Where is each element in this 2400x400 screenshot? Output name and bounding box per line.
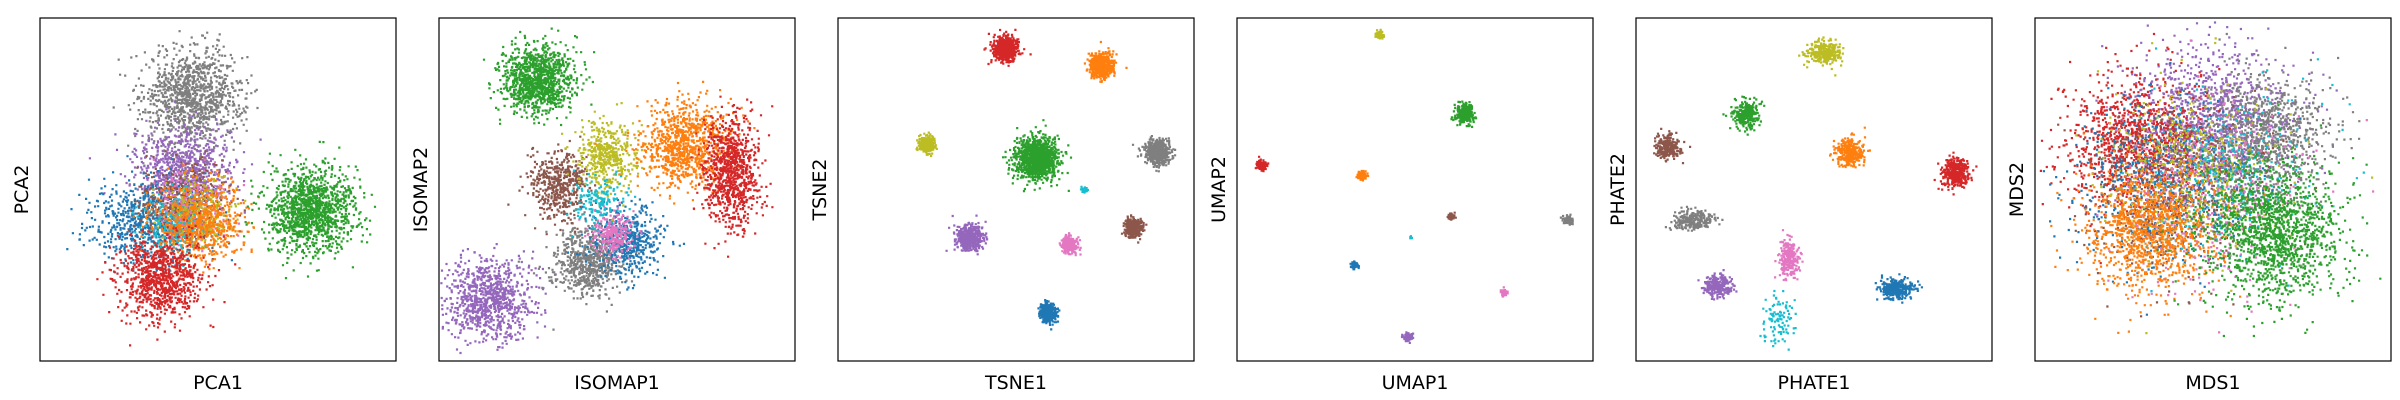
axes-frame-mds — [2034, 17, 2392, 362]
cluster-points-8 — [1697, 269, 1738, 301]
scatter-points-umap — [1254, 28, 1574, 344]
cluster-points-1 — [1374, 28, 1385, 40]
cluster-points-7 — [945, 214, 989, 256]
cluster-points-8 — [1349, 260, 1360, 271]
cluster-points-5 — [1446, 211, 1457, 221]
cluster-points-5 — [578, 201, 643, 263]
cluster-points-9 — [1120, 214, 1148, 244]
cluster-points-9 — [1874, 273, 1923, 304]
scatter-panel-umap: UMAP1 UMAP2 — [1208, 17, 1594, 394]
axes-frame-tsne — [837, 17, 1195, 362]
scatter-panel-tsne: TSNE1 TSNE2 — [809, 17, 1195, 394]
cluster-points-6 — [1664, 205, 1724, 232]
y-axis-label-phate: PHATE2 — [1607, 153, 1629, 226]
cluster-points-3 — [1653, 127, 1692, 165]
x-axis-label-umap: UMAP1 — [1382, 372, 1449, 394]
cluster-points-5 — [1131, 135, 1177, 173]
cluster-points-2 — [440, 243, 557, 355]
cluster-points-10 — [1037, 299, 1061, 331]
cluster-points-7 — [1774, 229, 1804, 282]
axes-frame-pca — [39, 17, 397, 362]
cluster-points-8 — [1058, 232, 1082, 257]
cluster-points-10 — [243, 140, 377, 280]
scatter-points-isomap — [440, 27, 774, 355]
cluster-points-9 — [1499, 286, 1509, 298]
scatter-panel-phate: PHATE1 PHATE2 — [1607, 17, 1993, 394]
y-axis-label-tsne: TSNE2 — [809, 159, 831, 222]
cluster-points-2 — [1083, 40, 1128, 83]
x-axis-label-pca: PCA1 — [193, 372, 243, 394]
y-axis-label-mds: MDS2 — [2006, 162, 2028, 217]
cluster-points-1 — [983, 28, 1032, 67]
y-axis-label-pca: PCA2 — [11, 165, 33, 215]
cluster-points-8 — [566, 169, 637, 238]
scatter-points-tsne — [915, 28, 1177, 331]
cluster-points-3 — [915, 131, 938, 158]
cluster-points-2 — [1722, 95, 1766, 136]
cluster-points-9 — [594, 80, 756, 211]
axes-frame-phate — [1635, 17, 1993, 362]
cluster-points-9 — [96, 212, 237, 347]
cluster-points-2 — [1450, 100, 1478, 128]
y-axis-label-umap: UMAP2 — [1208, 156, 1230, 223]
cluster-points-2 — [88, 100, 262, 237]
scatter-panel-mds: MDS1 MDS2 — [2006, 17, 2392, 394]
cluster-points-4 — [1002, 119, 1073, 193]
scatter-points-mds — [2039, 21, 2382, 338]
axes-frame-isomap — [438, 17, 796, 362]
x-axis-label-mds: MDS1 — [2185, 372, 2240, 394]
cluster-points-3 — [1254, 155, 1270, 173]
x-axis-label-phate: PHATE1 — [1778, 372, 1851, 394]
scatter-points-phate — [1653, 36, 1978, 351]
cluster-points-4 — [1355, 169, 1370, 182]
cluster-points-10 — [690, 95, 774, 258]
cluster-points-6 — [2075, 37, 2374, 335]
cluster-points-10 — [1759, 289, 1797, 351]
cluster-points-6 — [1559, 213, 1574, 226]
scatter-panel-isomap: ISOMAP1 ISOMAP2 — [410, 17, 796, 394]
cluster-points-4 — [1829, 126, 1871, 169]
cluster-points-5 — [1933, 151, 1978, 196]
cluster-points-10 — [2156, 104, 2382, 338]
cluster-points-8 — [132, 164, 260, 279]
cluster-points-6 — [507, 135, 604, 236]
cluster-points-7 — [1409, 235, 1413, 240]
cluster-points-10 — [1400, 331, 1415, 344]
x-axis-label-tsne: TSNE1 — [984, 372, 1047, 394]
x-axis-label-isomap: ISOMAP1 — [574, 372, 660, 394]
scatter-panel-pca: PCA1 PCA2 — [11, 17, 397, 394]
cluster-points-7 — [561, 102, 651, 221]
cluster-points-1 — [1798, 36, 1845, 77]
cluster-points-1 — [482, 27, 596, 127]
cluster-points-1 — [112, 30, 259, 179]
cluster-points-2 — [2169, 32, 2361, 224]
y-axis-label-isomap: ISOMAP2 — [410, 147, 432, 233]
scatter-points-pca — [66, 30, 377, 347]
axes-frame-umap — [1236, 17, 1594, 362]
cluster-points-7 — [2096, 39, 2375, 334]
cluster-points-6 — [1079, 185, 1089, 194]
cluster-points-9 — [2050, 132, 2267, 334]
